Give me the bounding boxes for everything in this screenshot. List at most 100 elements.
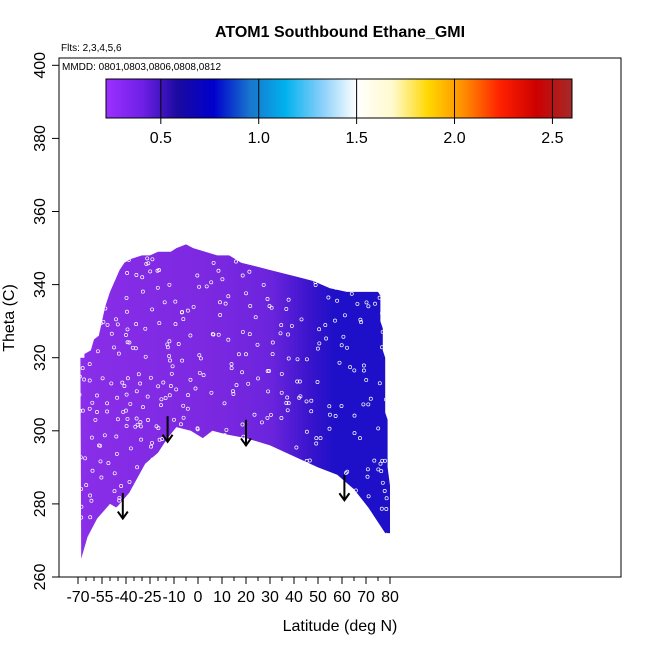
sample-dot — [87, 406, 92, 411]
sample-dot — [181, 317, 186, 322]
sample-dot — [247, 332, 252, 337]
sample-dot — [127, 340, 132, 345]
sample-dot — [102, 433, 107, 438]
sample-dot — [99, 475, 104, 480]
sample-dot — [226, 248, 231, 253]
sample-dot — [204, 284, 209, 289]
x-tick-label: 30 — [261, 589, 279, 606]
sample-dot — [124, 424, 129, 428]
sample-dot — [218, 300, 222, 305]
sample-dot — [168, 384, 173, 388]
sample-dot — [122, 384, 127, 388]
sample-dot — [181, 415, 186, 420]
sample-dot — [350, 272, 355, 277]
sample-dot — [172, 442, 177, 447]
sample-dot — [304, 399, 309, 404]
sample-dot — [114, 434, 119, 439]
sample-dot — [165, 342, 170, 347]
sample-dot — [289, 323, 294, 328]
sample-dot — [249, 536, 254, 541]
sample-dot — [136, 372, 141, 377]
sample-dot — [377, 381, 382, 386]
sample-dot — [314, 494, 319, 499]
sample-dot — [289, 253, 294, 258]
sample-dot — [125, 271, 130, 275]
sample-dot — [279, 390, 284, 395]
sample-dot — [270, 489, 275, 494]
sample-dot — [174, 387, 179, 392]
sample-dot — [179, 310, 184, 315]
sample-dot — [168, 514, 173, 519]
sample-dot — [80, 408, 85, 413]
sample-dot — [100, 376, 105, 381]
sample-dot — [248, 304, 253, 308]
sample-dot — [231, 389, 235, 394]
sample-dot — [240, 481, 245, 486]
sample-dot — [366, 494, 371, 499]
field-region — [80, 244, 391, 559]
sample-dot — [195, 273, 200, 278]
sample-dot — [186, 393, 190, 398]
sample-dot — [361, 519, 366, 524]
sample-dot — [226, 337, 231, 342]
sample-dot — [159, 403, 163, 408]
sample-dot — [88, 493, 93, 498]
sample-dot — [164, 449, 168, 454]
sample-dot — [160, 467, 164, 472]
sample-dot — [317, 341, 322, 346]
sample-dot — [164, 537, 169, 542]
sample-dot — [269, 509, 274, 514]
sample-dot — [128, 446, 133, 451]
sample-dot — [146, 418, 150, 422]
sample-dot — [156, 384, 161, 389]
sample-dot — [90, 400, 95, 405]
sample-dot — [138, 381, 143, 386]
sample-dot — [286, 401, 291, 406]
sample-dot — [268, 412, 273, 417]
sample-dot — [219, 250, 224, 255]
sample-dot — [216, 487, 220, 492]
sample-dot — [135, 422, 140, 427]
plot-frame — [58, 57, 622, 578]
sample-dot — [117, 498, 122, 503]
sample-dot — [373, 301, 377, 306]
sample-dot — [88, 515, 93, 520]
sample-dot — [323, 508, 327, 513]
sample-dot — [254, 503, 259, 508]
sample-dot — [326, 498, 331, 503]
sample-dot — [140, 275, 145, 280]
colorbar-ticks: 0.5 1.0 1.5 2.0 2.5 — [150, 79, 564, 147]
sample-dot — [366, 402, 371, 407]
sample-dot — [285, 408, 290, 413]
sample-dot — [328, 512, 333, 517]
x-tick-label: 50 — [309, 589, 327, 606]
colorbar-tick-label: 2.0 — [443, 130, 465, 147]
sample-dot — [185, 406, 190, 411]
chart-title: ATOM1 Southbound Ethane_GMI — [215, 24, 465, 41]
sample-dot — [383, 291, 388, 296]
sample-dot — [135, 465, 140, 470]
sample-dot — [240, 273, 245, 278]
sample-dot — [337, 360, 342, 365]
sample-dot — [368, 396, 373, 401]
sample-dot — [80, 346, 85, 351]
sample-dot — [309, 398, 314, 403]
sample-dot — [190, 514, 195, 518]
sample-dot — [318, 504, 323, 509]
sample-dot — [128, 401, 133, 406]
sample-dot — [89, 498, 94, 503]
sample-dot — [204, 536, 209, 541]
sample-dot — [255, 342, 260, 347]
sample-dot — [234, 259, 238, 264]
sample-dot — [341, 334, 346, 339]
sample-dot — [103, 248, 108, 253]
sample-dot — [226, 294, 231, 299]
sample-dot — [149, 444, 153, 449]
sample-dot — [155, 285, 160, 290]
sample-dot — [80, 342, 83, 346]
sample-dot — [335, 298, 340, 303]
sample-dot — [125, 327, 130, 332]
sample-dot — [355, 301, 360, 306]
sample-dot — [188, 333, 193, 338]
sample-dot — [136, 486, 141, 491]
